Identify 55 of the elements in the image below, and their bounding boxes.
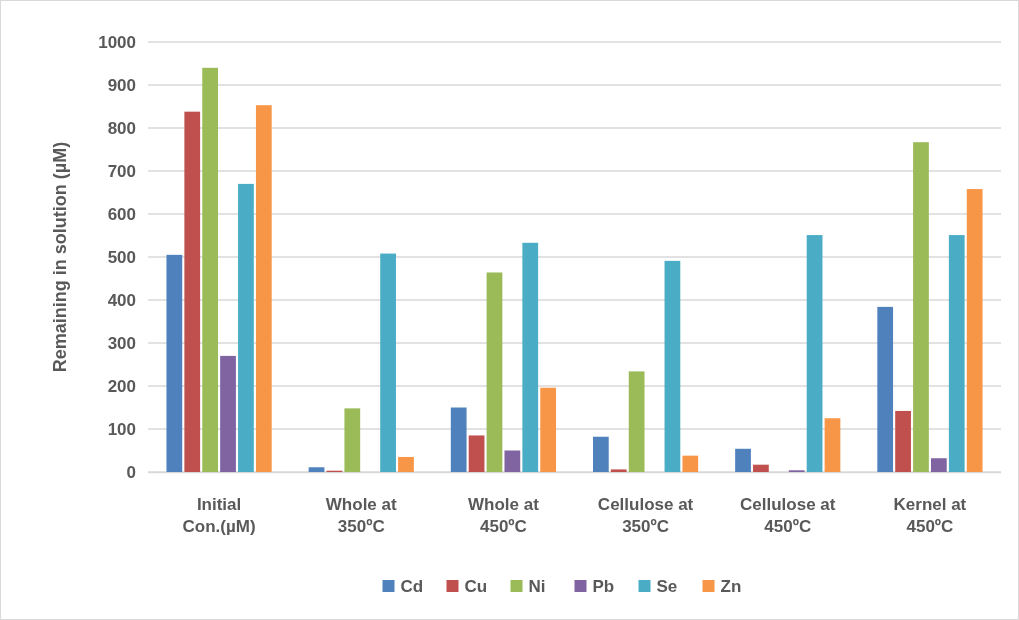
bar: [664, 260, 681, 472]
y-axis-title: Remaining in solution (µM): [50, 141, 70, 373]
bar: [166, 254, 183, 472]
bar: [877, 306, 894, 472]
bar: [486, 272, 503, 472]
bar: [308, 467, 325, 472]
bar: [628, 371, 645, 472]
bar: [468, 435, 485, 472]
x-tick-label: Initial Con.(µM): [182, 495, 256, 536]
x-tick-label: Whole at 350ºC: [325, 495, 397, 536]
y-tick-label: 800: [107, 118, 136, 138]
bar: [735, 448, 751, 472]
bar: [522, 242, 539, 472]
y-tick-label: 700: [107, 161, 136, 181]
bar: [592, 436, 609, 472]
y-tick-label: 0: [126, 462, 136, 482]
legend-label: Cu: [464, 576, 488, 596]
y-tick-label: 100: [107, 419, 136, 439]
bar: [753, 464, 769, 472]
bar: [202, 67, 219, 472]
bar: [913, 142, 929, 472]
y-tick-label: 1000: [98, 32, 136, 52]
legend-label: Ni: [528, 576, 546, 596]
x-tick-label: Kernel at 450ºC: [893, 495, 967, 536]
bar: [450, 407, 467, 472]
bar: [824, 418, 841, 472]
bar: [930, 458, 947, 472]
bar: [610, 469, 627, 472]
bar: [806, 235, 823, 472]
y-tick-label: 300: [107, 333, 136, 353]
bar: [344, 408, 361, 472]
bar: [184, 111, 201, 472]
bar: [398, 456, 414, 472]
bar: [380, 253, 396, 472]
x-tick-label: Cellulose at 350ºC: [597, 495, 694, 536]
y-tick-label: 900: [107, 75, 136, 95]
bar: [220, 355, 236, 472]
bar: [948, 235, 965, 472]
bar: [966, 189, 983, 472]
x-tick-label: Whole at 450ºC: [467, 495, 540, 536]
bar: [682, 455, 699, 472]
x-tick-label: Cellulose at 450ºC: [740, 495, 836, 536]
bar: [238, 183, 254, 472]
y-tick-label: 200: [107, 376, 136, 396]
bar: [504, 450, 521, 472]
bar: [895, 410, 911, 472]
bar: [255, 105, 272, 472]
legend-label: Pb: [592, 576, 615, 596]
bar: [540, 387, 557, 472]
y-tick-label: 500: [107, 247, 136, 267]
legend-label: Zn: [720, 576, 742, 596]
legend-label: Cd: [400, 576, 424, 596]
legend-label: Se: [656, 576, 678, 596]
y-tick-label: 600: [107, 204, 136, 224]
y-tick-label: 400: [107, 290, 136, 310]
